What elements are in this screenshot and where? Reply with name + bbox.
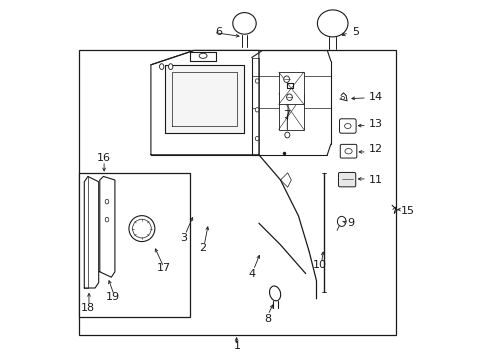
Text: 8: 8: [264, 314, 271, 324]
Ellipse shape: [199, 53, 206, 58]
Text: 19: 19: [106, 292, 120, 302]
Polygon shape: [84, 176, 99, 288]
FancyBboxPatch shape: [340, 144, 356, 158]
Text: 13: 13: [368, 119, 382, 129]
Ellipse shape: [344, 149, 351, 154]
Ellipse shape: [255, 79, 258, 83]
Ellipse shape: [337, 216, 346, 226]
Text: 9: 9: [346, 218, 353, 228]
Ellipse shape: [132, 219, 151, 238]
Ellipse shape: [317, 10, 347, 37]
Bar: [79, 173, 190, 317]
Text: 3: 3: [180, 233, 186, 243]
Ellipse shape: [283, 76, 289, 82]
FancyBboxPatch shape: [338, 172, 355, 187]
Ellipse shape: [255, 136, 258, 141]
Ellipse shape: [232, 13, 256, 34]
Ellipse shape: [168, 64, 172, 69]
Ellipse shape: [340, 96, 344, 99]
Polygon shape: [100, 176, 115, 277]
Text: 17: 17: [156, 263, 170, 273]
Ellipse shape: [129, 216, 155, 242]
Bar: [278, 94, 303, 130]
Polygon shape: [151, 50, 258, 155]
Polygon shape: [165, 65, 244, 133]
Ellipse shape: [105, 199, 108, 204]
Text: 7: 7: [283, 110, 289, 120]
Text: 12: 12: [368, 144, 382, 154]
Text: 14: 14: [368, 92, 382, 102]
Text: 1: 1: [233, 341, 240, 351]
Text: 16: 16: [97, 153, 111, 163]
Bar: [278, 72, 303, 104]
Ellipse shape: [255, 108, 258, 112]
Ellipse shape: [344, 123, 350, 129]
Bar: [79, 50, 395, 335]
Text: 10: 10: [312, 260, 326, 270]
Text: 2: 2: [199, 243, 206, 253]
Text: 11: 11: [368, 175, 382, 185]
Text: 4: 4: [247, 269, 255, 279]
Text: 18: 18: [81, 303, 95, 313]
Ellipse shape: [284, 132, 289, 138]
Text: 5: 5: [352, 27, 359, 37]
Ellipse shape: [269, 286, 280, 301]
Ellipse shape: [286, 94, 292, 100]
Ellipse shape: [105, 217, 108, 222]
FancyBboxPatch shape: [339, 119, 355, 133]
Ellipse shape: [159, 64, 163, 69]
Text: 15: 15: [400, 206, 414, 216]
Text: 6: 6: [215, 27, 222, 37]
